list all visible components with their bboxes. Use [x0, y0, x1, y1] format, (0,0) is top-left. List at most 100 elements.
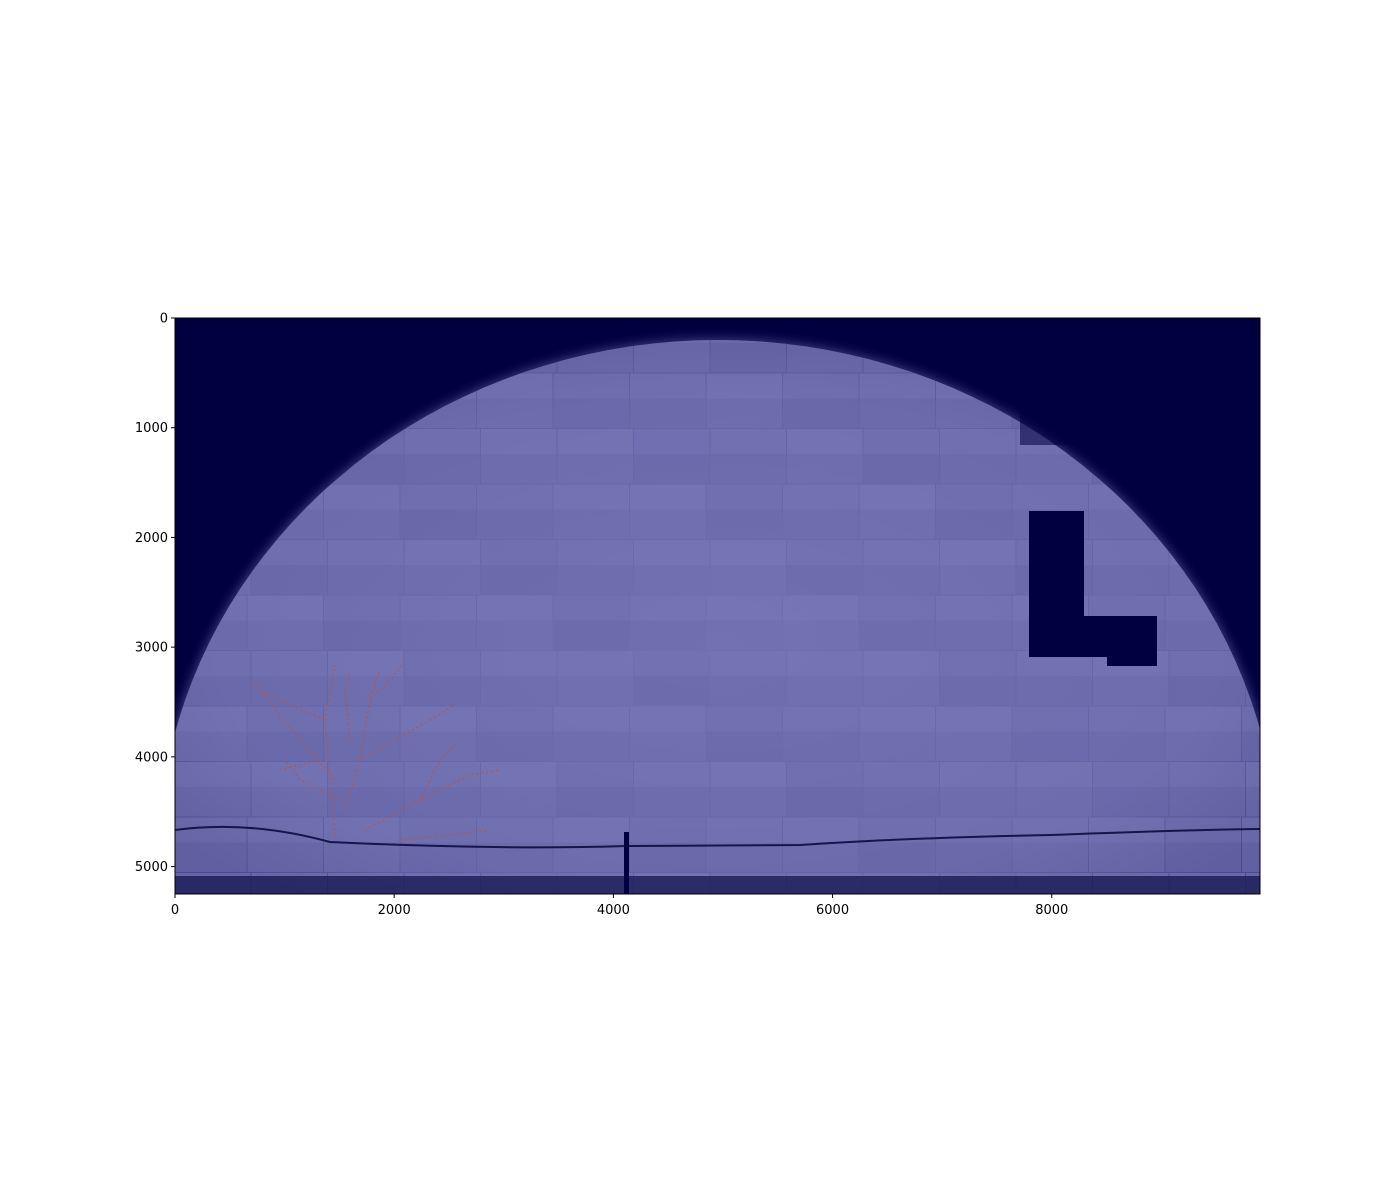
- mosaic-tile: [1012, 817, 1088, 872]
- mosaic-tile: [247, 817, 323, 872]
- mosaic-tile: [481, 762, 557, 817]
- mosaic-tile: [787, 540, 863, 595]
- mosaic-tile-highlight: [936, 595, 1012, 621]
- missing-tile-block: [1020, 318, 1260, 445]
- mosaic-tile-highlight: [553, 595, 629, 621]
- mosaic-tile: [553, 484, 629, 539]
- mosaic-tile: [481, 540, 557, 595]
- mosaic-tile-highlight: [175, 762, 251, 787]
- mosaic-tile-highlight: [710, 651, 786, 676]
- mosaic-tile: [328, 540, 404, 595]
- horizontal-feature-lines: [175, 825, 1260, 894]
- mosaic-tile-highlight: [328, 540, 404, 565]
- mosaic-tile: [477, 595, 553, 650]
- mosaic-tile-highlight: [630, 706, 706, 732]
- mosaic-tile: [940, 429, 1016, 484]
- mosaic-tile-highlight: [1165, 706, 1241, 732]
- mosaic-tile-highlight: [634, 762, 710, 787]
- mosaic-tile: [630, 484, 706, 539]
- plot-area: [175, 318, 1260, 894]
- trace-branch: [279, 759, 321, 771]
- mosaic-tile: [706, 706, 782, 761]
- mosaic-tile-highlight: [557, 651, 633, 676]
- mosaic-tile: [634, 762, 710, 817]
- mosaic-tile: [481, 429, 557, 484]
- mosaic-tile: [859, 817, 935, 872]
- mosaic-tile: [404, 762, 480, 817]
- mosaic-tile: [1242, 817, 1260, 872]
- mosaic-tile-highlight: [481, 651, 557, 676]
- mosaic-tile-highlight: [710, 340, 786, 343]
- mosaic-tile: [1242, 706, 1260, 761]
- mosaic-tile: [557, 762, 633, 817]
- mosaic-tile-highlight: [1093, 762, 1169, 787]
- mosaic-tile: [1012, 706, 1088, 761]
- mosaic-tile: [557, 540, 633, 595]
- trace-branch: [369, 664, 403, 701]
- mosaic-tile-highlight: [706, 595, 782, 621]
- mosaic-tile-highlight: [706, 373, 782, 399]
- mosaic-tile-highlight: [247, 817, 323, 843]
- mosaic-tile: [634, 429, 710, 484]
- mosaic-tile-highlight: [863, 762, 939, 787]
- y-tick-label: 2000: [135, 531, 168, 546]
- mosaic-tile: [783, 373, 859, 428]
- y-tick-label: 3000: [135, 641, 168, 656]
- mosaic-tile-highlight: [247, 706, 323, 732]
- x-tick-label: 2000: [378, 903, 411, 918]
- mosaic-tile: [630, 373, 706, 428]
- mosaic-tile: [481, 651, 557, 706]
- mosaic-tile-highlight: [710, 762, 786, 787]
- mosaic-tile: [247, 706, 323, 761]
- mosaic-tile-highlight: [175, 706, 247, 732]
- mosaic-tile: [936, 817, 1012, 872]
- x-tick-label: 0: [171, 903, 179, 918]
- trace-branch: [284, 759, 341, 801]
- mosaic-tile-highlight: [940, 651, 1016, 676]
- mosaic-tile: [553, 373, 629, 428]
- overlay-trace: [249, 664, 501, 841]
- mosaic-tile: [400, 706, 476, 761]
- mosaic-tile: [328, 762, 404, 817]
- mosaic-tile-highlight: [557, 429, 633, 454]
- y-tick-label: 0: [160, 312, 168, 327]
- mosaic-tile-highlight: [630, 484, 706, 510]
- mosaic-tile-highlight: [710, 540, 786, 565]
- mosaic-tile: [634, 651, 710, 706]
- mosaic-tile-highlight: [1012, 706, 1088, 732]
- mosaic-tile: [553, 595, 629, 650]
- mosaic-tile: [1093, 762, 1169, 817]
- y-tick-label: 4000: [135, 750, 168, 765]
- mosaic-tile-highlight: [1089, 706, 1165, 732]
- mosaic-tile-highlight: [936, 484, 1012, 510]
- mosaic-tile: [557, 651, 633, 706]
- bottom-band: [175, 876, 1260, 894]
- mosaic-tile-highlight: [783, 373, 859, 399]
- mosaic-tile: [1169, 651, 1245, 706]
- mosaic-tile: [634, 340, 710, 373]
- mosaic-tile-highlight: [251, 762, 327, 787]
- mosaic-tile: [863, 651, 939, 706]
- mosaic-tile-highlight: [940, 540, 1016, 565]
- mosaic-tile: [783, 706, 859, 761]
- mosaic-tile-highlight: [859, 484, 935, 510]
- mosaic-tile: [783, 595, 859, 650]
- mosaic-tile: [863, 540, 939, 595]
- mosaic-tile-highlight: [1169, 651, 1245, 676]
- mosaic-tile-highlight: [553, 706, 629, 732]
- mosaic-tile-highlight: [1089, 817, 1165, 843]
- mosaic-tile: [1165, 706, 1241, 761]
- mosaic-tile-highlight: [328, 651, 404, 676]
- trace-branch: [399, 829, 491, 841]
- mosaic-tile: [1089, 817, 1165, 872]
- mosaic-tile-highlight: [404, 651, 480, 676]
- mosaic-tile-highlight: [863, 429, 939, 454]
- mosaic-tile-highlight: [630, 817, 706, 843]
- mosaic-tile: [936, 595, 1012, 650]
- mosaic-tile-highlight: [400, 817, 476, 843]
- mosaic-tile: [1089, 706, 1165, 761]
- mosaic-tile-highlight: [1012, 484, 1088, 510]
- mosaic-tile: [859, 706, 935, 761]
- mosaic-tile: [400, 484, 476, 539]
